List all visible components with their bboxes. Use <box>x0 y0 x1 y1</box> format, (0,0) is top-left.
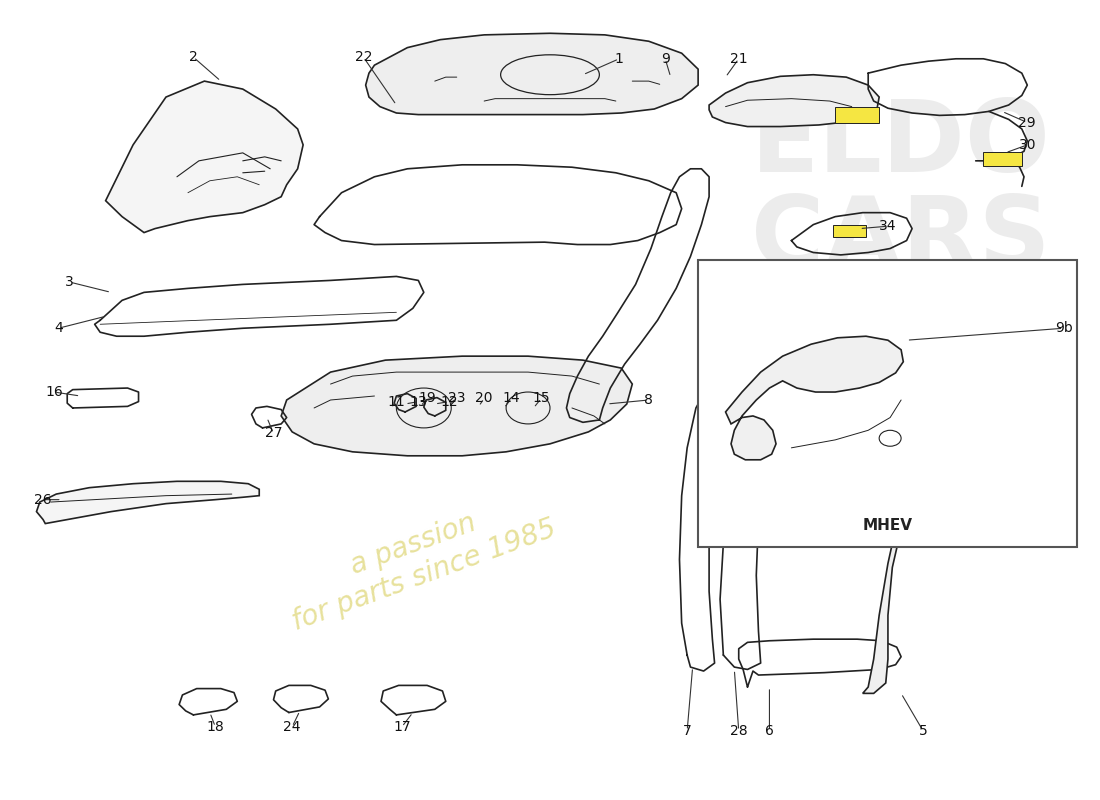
Text: 24: 24 <box>284 720 301 734</box>
Text: 12: 12 <box>440 394 458 409</box>
Polygon shape <box>282 356 632 456</box>
Text: 1: 1 <box>615 52 624 66</box>
Polygon shape <box>36 482 260 523</box>
Bar <box>833 225 866 237</box>
Text: MHEV: MHEV <box>862 518 912 533</box>
Text: 9: 9 <box>661 52 670 66</box>
Text: 19: 19 <box>418 391 436 406</box>
Text: 18: 18 <box>207 720 224 734</box>
Text: 6: 6 <box>764 724 774 738</box>
Text: 17: 17 <box>393 720 410 734</box>
Text: 5: 5 <box>918 724 927 738</box>
Text: ELDO: ELDO <box>751 96 1050 194</box>
Polygon shape <box>106 81 304 233</box>
Polygon shape <box>710 74 879 126</box>
Text: 7: 7 <box>683 724 692 738</box>
Text: 9b: 9b <box>1055 322 1072 335</box>
Text: 26: 26 <box>34 493 52 506</box>
Bar <box>698 261 1077 547</box>
Text: 23: 23 <box>448 391 465 406</box>
Text: 28: 28 <box>730 724 748 738</box>
Text: 20: 20 <box>475 391 493 406</box>
Text: 14: 14 <box>503 391 520 406</box>
Text: 16: 16 <box>45 385 63 399</box>
Text: 8: 8 <box>645 393 653 407</box>
Text: 3: 3 <box>65 275 74 289</box>
Polygon shape <box>862 348 1042 694</box>
Text: 22: 22 <box>354 50 372 64</box>
Text: 29: 29 <box>1019 115 1036 130</box>
Text: 11: 11 <box>387 394 405 409</box>
Bar <box>983 152 1022 166</box>
Text: 4: 4 <box>54 322 63 335</box>
Text: 27: 27 <box>265 426 283 441</box>
Polygon shape <box>365 34 698 114</box>
Text: 15: 15 <box>532 391 550 406</box>
Text: 21: 21 <box>730 52 748 66</box>
Text: 30: 30 <box>1019 138 1036 152</box>
Polygon shape <box>726 336 903 460</box>
Text: 2: 2 <box>189 50 198 64</box>
Text: 34: 34 <box>879 219 896 234</box>
Text: 13: 13 <box>409 394 427 409</box>
Bar <box>835 106 879 122</box>
Text: a passion
for parts since 1985: a passion for parts since 1985 <box>277 483 560 635</box>
Text: CARS: CARS <box>751 192 1050 289</box>
